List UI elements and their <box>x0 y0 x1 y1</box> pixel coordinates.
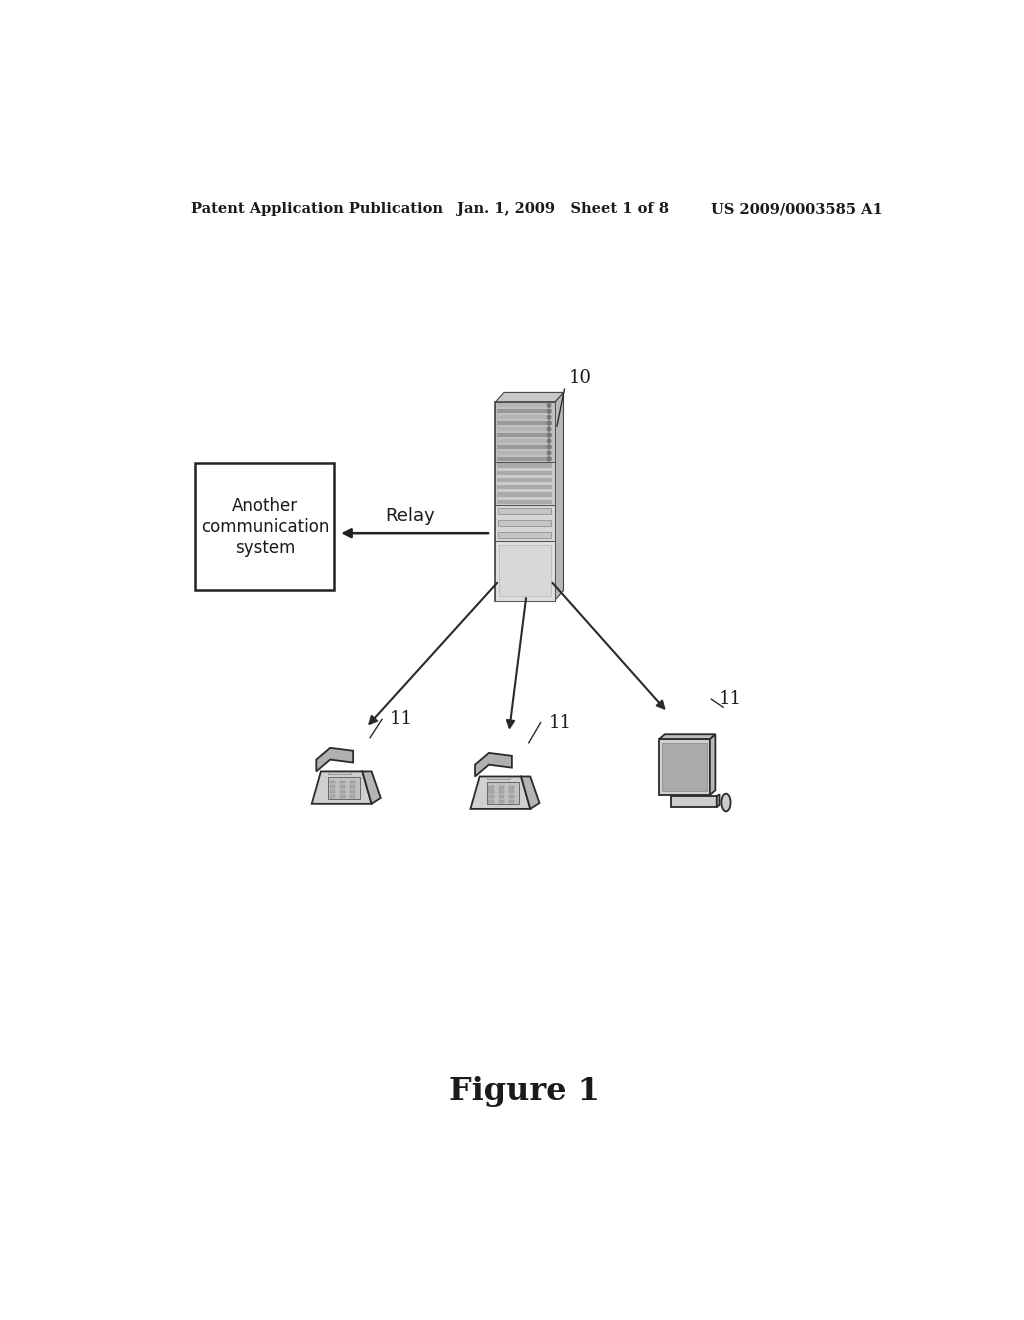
FancyBboxPatch shape <box>509 791 514 793</box>
FancyBboxPatch shape <box>330 795 335 797</box>
Circle shape <box>548 457 551 461</box>
FancyBboxPatch shape <box>509 800 514 803</box>
FancyBboxPatch shape <box>663 743 707 791</box>
FancyBboxPatch shape <box>495 462 555 506</box>
FancyBboxPatch shape <box>509 785 514 788</box>
FancyBboxPatch shape <box>495 541 555 601</box>
Circle shape <box>548 445 551 449</box>
FancyBboxPatch shape <box>498 440 552 444</box>
FancyBboxPatch shape <box>499 791 504 793</box>
Circle shape <box>548 404 551 408</box>
Text: Figure 1: Figure 1 <box>450 1076 600 1107</box>
FancyBboxPatch shape <box>498 499 552 504</box>
FancyBboxPatch shape <box>509 795 514 799</box>
FancyBboxPatch shape <box>498 445 552 449</box>
FancyBboxPatch shape <box>671 796 717 807</box>
FancyBboxPatch shape <box>498 414 552 420</box>
FancyBboxPatch shape <box>499 795 504 799</box>
FancyBboxPatch shape <box>486 777 510 779</box>
Circle shape <box>548 433 551 437</box>
FancyBboxPatch shape <box>498 470 552 475</box>
Polygon shape <box>316 748 353 771</box>
FancyBboxPatch shape <box>498 433 552 437</box>
FancyBboxPatch shape <box>498 478 552 482</box>
Text: 11: 11 <box>549 714 571 731</box>
FancyBboxPatch shape <box>499 785 504 788</box>
FancyBboxPatch shape <box>488 795 494 799</box>
Polygon shape <box>311 771 372 804</box>
Text: US 2009/0003585 A1: US 2009/0003585 A1 <box>712 202 883 216</box>
Polygon shape <box>362 771 381 804</box>
FancyBboxPatch shape <box>340 795 345 797</box>
Text: Relay: Relay <box>385 507 434 525</box>
FancyBboxPatch shape <box>196 463 334 590</box>
Text: 10: 10 <box>568 370 592 387</box>
FancyBboxPatch shape <box>499 532 551 539</box>
Text: 11: 11 <box>719 690 742 708</box>
Circle shape <box>548 416 551 420</box>
FancyBboxPatch shape <box>330 785 335 788</box>
Circle shape <box>548 440 551 444</box>
FancyBboxPatch shape <box>498 451 552 455</box>
Text: Another
communication
system: Another communication system <box>201 498 329 557</box>
FancyBboxPatch shape <box>498 463 552 467</box>
Polygon shape <box>521 776 540 809</box>
FancyBboxPatch shape <box>659 739 710 795</box>
Polygon shape <box>475 752 512 776</box>
Circle shape <box>548 421 551 425</box>
FancyBboxPatch shape <box>498 409 552 413</box>
FancyBboxPatch shape <box>340 780 345 784</box>
FancyBboxPatch shape <box>350 789 355 793</box>
FancyBboxPatch shape <box>498 492 552 496</box>
Circle shape <box>548 451 551 455</box>
FancyBboxPatch shape <box>350 780 355 784</box>
FancyBboxPatch shape <box>495 506 555 541</box>
Polygon shape <box>470 776 530 809</box>
FancyBboxPatch shape <box>350 785 355 788</box>
FancyBboxPatch shape <box>498 403 552 408</box>
Polygon shape <box>495 392 563 403</box>
FancyBboxPatch shape <box>488 800 494 803</box>
FancyBboxPatch shape <box>495 403 555 462</box>
FancyBboxPatch shape <box>486 781 519 804</box>
Polygon shape <box>717 795 720 807</box>
FancyBboxPatch shape <box>328 776 360 799</box>
Text: Jan. 1, 2009   Sheet 1 of 8: Jan. 1, 2009 Sheet 1 of 8 <box>458 202 670 216</box>
FancyBboxPatch shape <box>499 800 504 803</box>
Circle shape <box>548 428 551 432</box>
FancyBboxPatch shape <box>340 789 345 793</box>
FancyBboxPatch shape <box>498 457 552 461</box>
FancyBboxPatch shape <box>498 421 552 425</box>
FancyBboxPatch shape <box>488 791 494 793</box>
FancyBboxPatch shape <box>498 426 552 432</box>
Ellipse shape <box>721 793 730 812</box>
Polygon shape <box>555 392 563 601</box>
Polygon shape <box>659 734 716 739</box>
FancyBboxPatch shape <box>328 772 351 775</box>
FancyBboxPatch shape <box>498 484 552 490</box>
FancyBboxPatch shape <box>330 789 335 793</box>
FancyBboxPatch shape <box>330 780 335 784</box>
FancyBboxPatch shape <box>340 785 345 788</box>
FancyBboxPatch shape <box>499 545 551 597</box>
FancyBboxPatch shape <box>499 520 551 527</box>
Polygon shape <box>710 734 716 795</box>
FancyBboxPatch shape <box>499 508 551 515</box>
Text: Patent Application Publication: Patent Application Publication <box>191 202 443 216</box>
FancyBboxPatch shape <box>495 403 555 601</box>
Circle shape <box>548 409 551 413</box>
Text: 11: 11 <box>390 710 413 729</box>
FancyBboxPatch shape <box>350 795 355 797</box>
FancyBboxPatch shape <box>488 785 494 788</box>
